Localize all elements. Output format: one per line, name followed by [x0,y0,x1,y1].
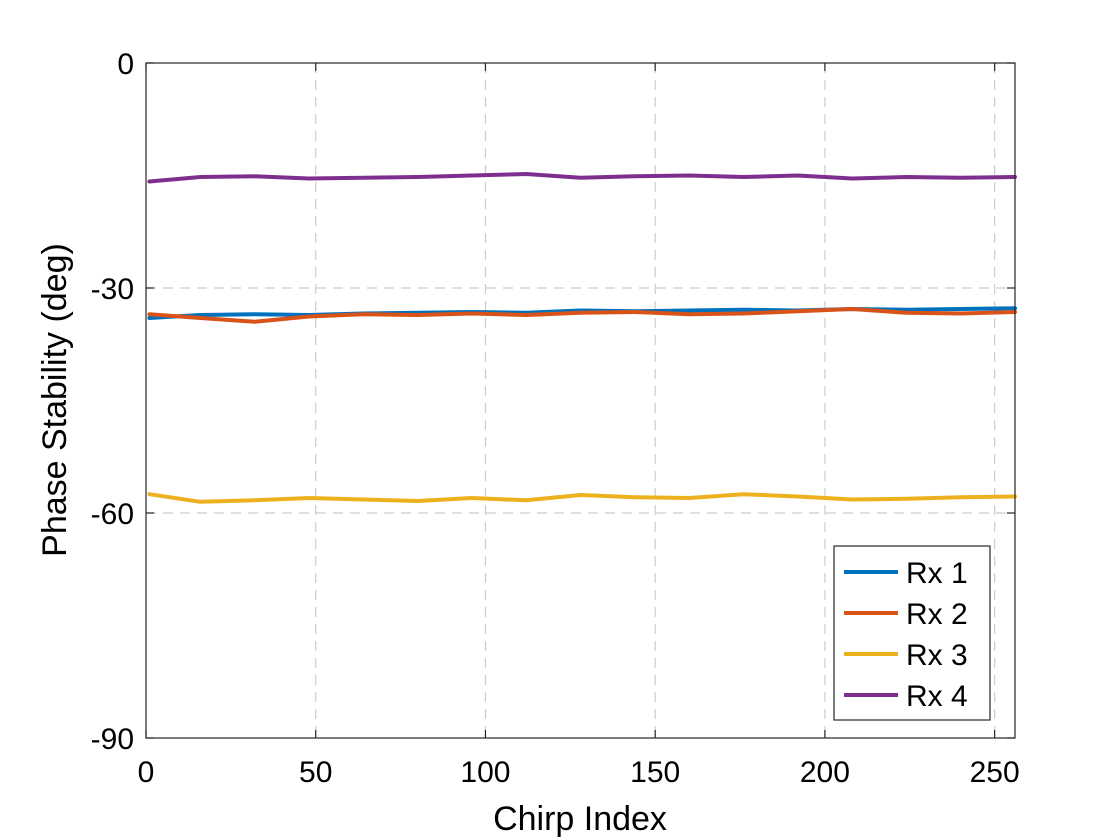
x-tick-label: 100 [460,756,510,789]
x-axis-label: Chirp Index [493,800,667,838]
x-axis-ticks: 0 50 100 150 200 250 [138,63,1020,789]
grid-lines [146,63,1015,738]
plot-frame [145,62,1016,739]
y-tick-label: -30 [91,273,134,306]
legend-label-rx-2: Rx 2 [906,598,968,631]
x-tick-label: 250 [970,756,1020,789]
legend-label-rx-1: Rx 1 [906,557,968,590]
series-line-rx-2 [147,307,1017,324]
x-tick-label: 200 [800,756,850,789]
series-lines [147,172,1017,504]
y-axis-ticks: 0 -30 -60 -90 [91,48,1015,756]
legend: Rx 1 Rx 2 Rx 3 Rx 4 [833,545,991,721]
x-tick-label: 0 [138,756,155,789]
series-line-rx-4 [147,172,1017,184]
y-axis-label: Phase Stability (deg) [36,243,74,557]
x-tick-label: 50 [299,756,332,789]
legend-label-rx-4: Rx 4 [906,680,968,713]
y-tick-label: 0 [117,48,134,81]
legend-box [833,545,991,721]
series-line-rx-3 [147,492,1017,504]
x-tick-label: 150 [630,756,680,789]
y-tick-label: -90 [91,723,134,756]
legend-label-rx-3: Rx 3 [906,639,968,672]
y-tick-label: -60 [91,498,134,531]
